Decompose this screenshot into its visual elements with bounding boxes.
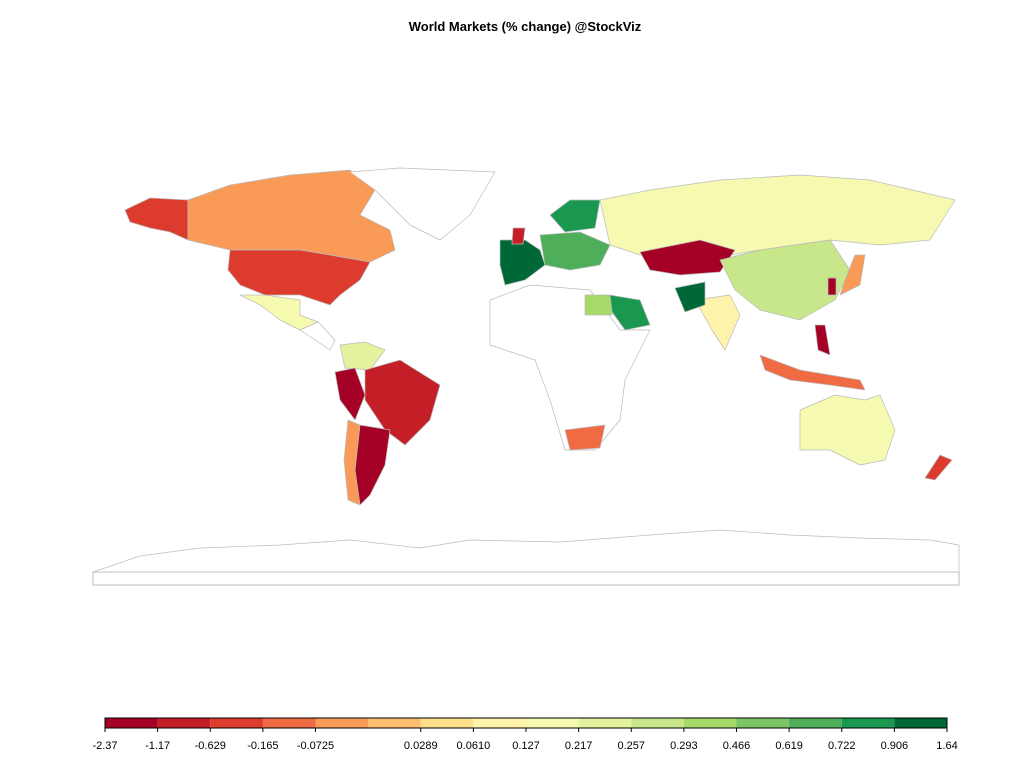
country [814, 324, 831, 356]
legend-label: -0.629 [195, 740, 226, 752]
legend-label: 0.722 [828, 740, 856, 752]
country [349, 167, 496, 241]
legend-swatch [157, 718, 211, 728]
legend-label: -1.17 [145, 740, 170, 752]
legend-label: 0.293 [670, 740, 698, 752]
legend-swatch [315, 718, 369, 728]
continent [489, 284, 651, 451]
country [187, 169, 396, 263]
title: World Markets (% change) @StockViz [409, 19, 642, 34]
country [499, 239, 546, 286]
country [299, 321, 336, 351]
legend-label: 0.217 [565, 740, 593, 752]
legend: -2.37 -1.17 -0.629 -0.165 -0.0725 0.0289 0.061… [92, 717, 958, 752]
legend-swatch [578, 718, 632, 728]
legend-label: 0.0289 [404, 740, 438, 752]
country [549, 199, 601, 233]
legend-swatch [105, 718, 158, 728]
country [227, 249, 371, 306]
legend-label: 0.619 [775, 740, 803, 752]
country [364, 359, 441, 446]
legend-swatch [789, 718, 842, 728]
country [827, 277, 837, 296]
legend-label: 0.466 [723, 740, 751, 752]
legend-swatch [473, 718, 526, 728]
country [924, 454, 953, 481]
legend-swatch [262, 718, 316, 728]
legend-swatch [420, 718, 474, 728]
country [339, 341, 386, 371]
legend-label: -0.165 [247, 740, 278, 752]
antarctica [92, 529, 960, 573]
legend-label: 1.64 [936, 740, 957, 752]
map-frame [92, 571, 960, 586]
legend-swatch [894, 718, 947, 728]
legend-label: 0.0610 [457, 740, 491, 752]
country [343, 419, 361, 506]
legend-label: 0.906 [881, 740, 909, 752]
country [694, 294, 741, 351]
legend-label: -0.0725 [297, 740, 334, 752]
legend-swatch [631, 718, 684, 728]
country [539, 231, 611, 271]
country [674, 281, 706, 313]
country [354, 424, 391, 506]
legend-swatch [683, 718, 737, 728]
country [334, 367, 366, 421]
legend-label: 0.257 [617, 740, 645, 752]
legend-swatch [368, 718, 421, 728]
legend-label: -2.37 [92, 740, 117, 752]
legend-swatch [526, 718, 579, 728]
legend-swatch [736, 718, 790, 728]
country [639, 239, 736, 276]
country [124, 197, 189, 241]
legend-swatch [210, 718, 263, 728]
country [564, 424, 606, 451]
country [719, 239, 851, 321]
country [511, 227, 526, 245]
legend-swatch [841, 718, 895, 728]
country [584, 294, 613, 316]
country [839, 254, 866, 296]
country [239, 294, 319, 331]
country [799, 394, 896, 466]
country [759, 354, 866, 391]
legend-label: 0.127 [512, 740, 540, 752]
world-map [92, 167, 960, 586]
